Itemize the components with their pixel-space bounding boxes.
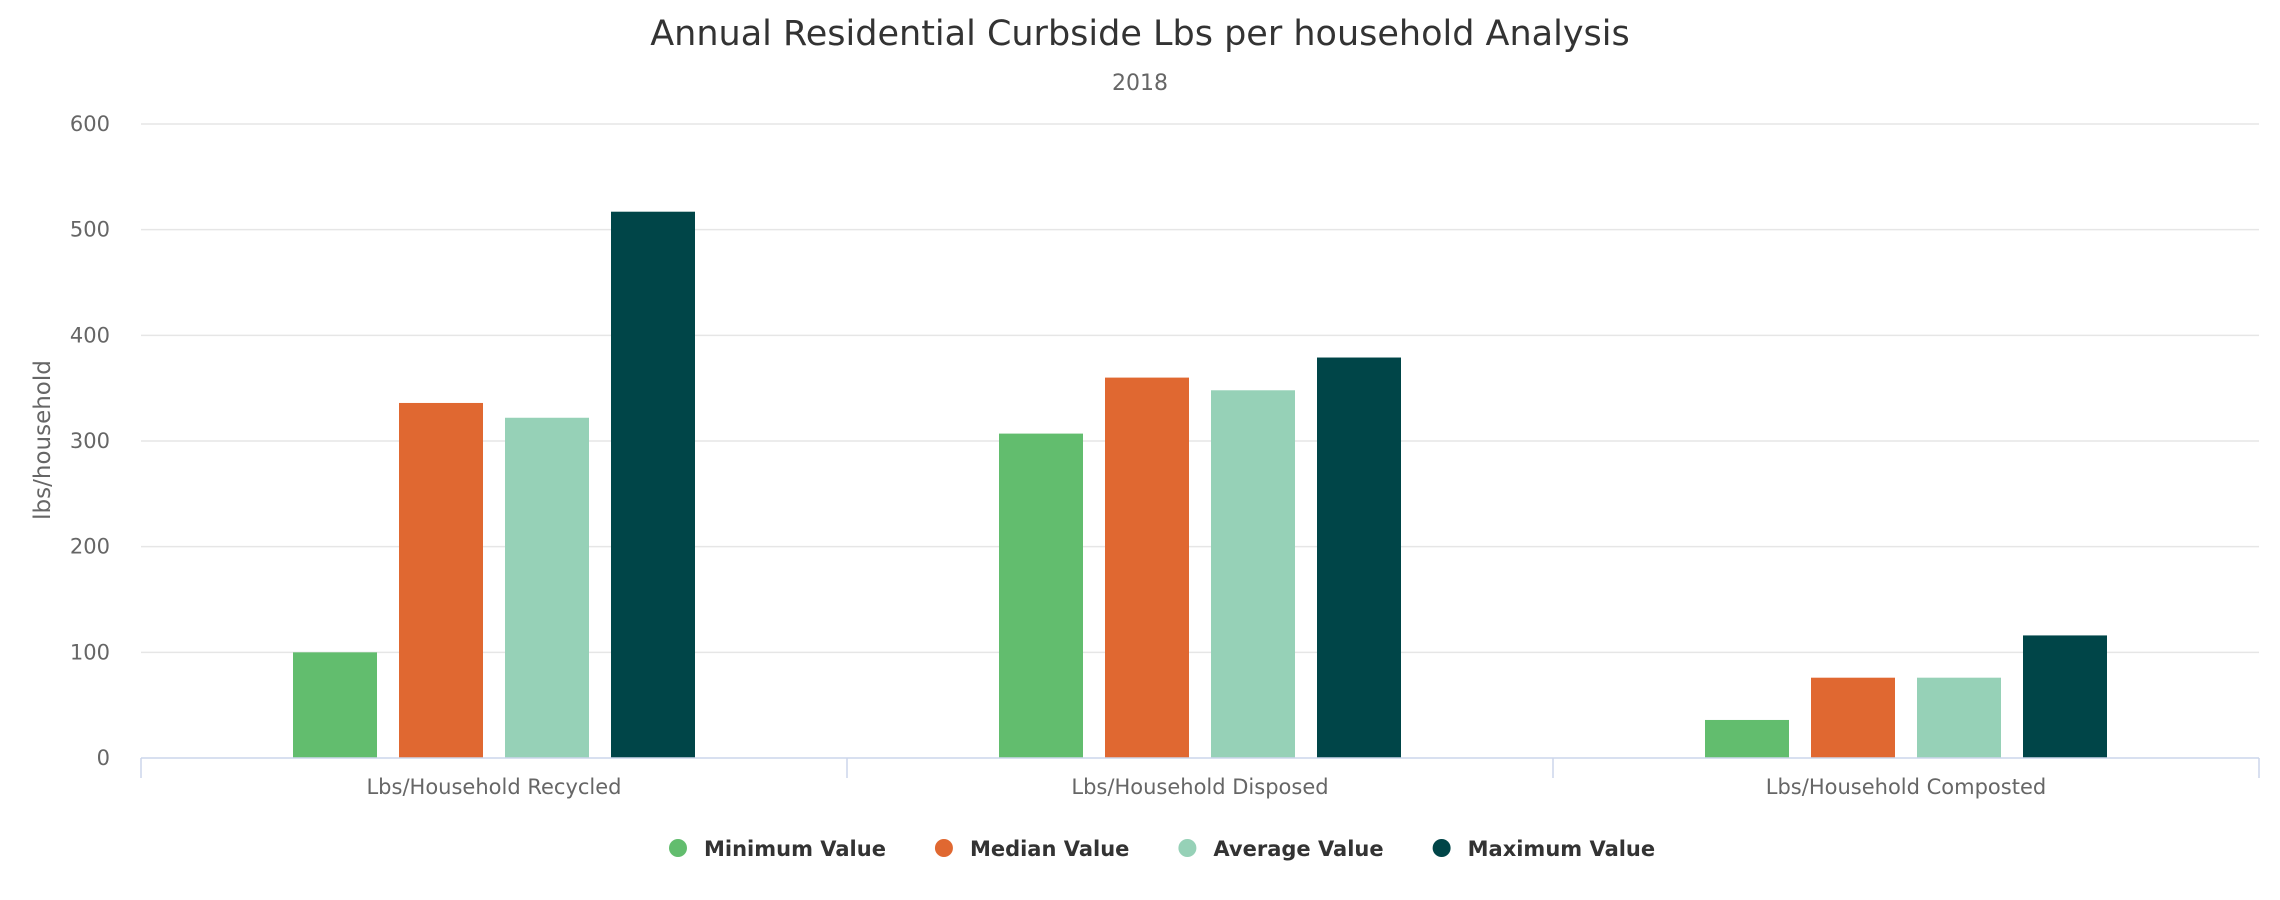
bars [293, 211, 2107, 758]
legend-item[interactable]: Median Value [934, 837, 1129, 861]
y-axis-ticks: 0 100 200 300 400 500 600 [70, 112, 110, 770]
y-tick-label: 400 [70, 323, 110, 347]
x-tick-label: Lbs/Household Composted [1766, 775, 2046, 799]
x-axis: Lbs/Household Recycled Lbs/Household Disp… [140, 757, 2260, 799]
legend-label: Average Value [1213, 837, 1383, 861]
y-tick-label: 0 [97, 746, 110, 770]
bar[interactable] [1811, 677, 1895, 758]
bar[interactable] [611, 211, 695, 758]
bar[interactable] [293, 652, 377, 758]
legend-label: Median Value [970, 837, 1129, 861]
y-tick-label: 600 [70, 112, 110, 136]
legend-marker [1432, 839, 1451, 857]
bar[interactable] [1105, 377, 1189, 758]
legend-label: Maximum Value [1468, 837, 1656, 861]
y-tick-label: 200 [70, 535, 110, 559]
y-tick-label: 100 [70, 640, 110, 664]
bar[interactable] [1211, 390, 1295, 758]
bar[interactable] [505, 417, 589, 758]
legend-item[interactable]: Minimum Value [669, 837, 886, 861]
bar[interactable] [399, 402, 483, 758]
legend-item[interactable]: Maximum Value [1432, 837, 1656, 861]
x-tick-label: Lbs/Household Disposed [1071, 775, 1328, 799]
y-tick-label: 300 [70, 429, 110, 453]
bar[interactable] [1705, 719, 1789, 758]
bar[interactable] [999, 433, 1083, 758]
legend-label: Minimum Value [704, 837, 886, 861]
y-axis-label: lbs/household [30, 360, 56, 520]
bar[interactable] [1917, 677, 2001, 758]
grid-lines [141, 123, 2259, 654]
legend-marker [669, 839, 687, 857]
legend-marker [1178, 839, 1197, 857]
y-tick-label: 500 [70, 218, 110, 242]
x-tick-label: Lbs/Household Recycled [366, 775, 621, 799]
chart-subtitle: 2018 [1112, 71, 1168, 96]
legend-marker [934, 839, 953, 857]
legend-item[interactable]: Average Value [1178, 837, 1384, 861]
legend: Minimum Value Median Value Average Value Ma… [669, 837, 1655, 861]
bar[interactable] [2023, 635, 2107, 758]
bar[interactable] [1317, 357, 1401, 758]
chart-title: Annual Residential Curbside Lbs per hous… [650, 14, 1630, 54]
